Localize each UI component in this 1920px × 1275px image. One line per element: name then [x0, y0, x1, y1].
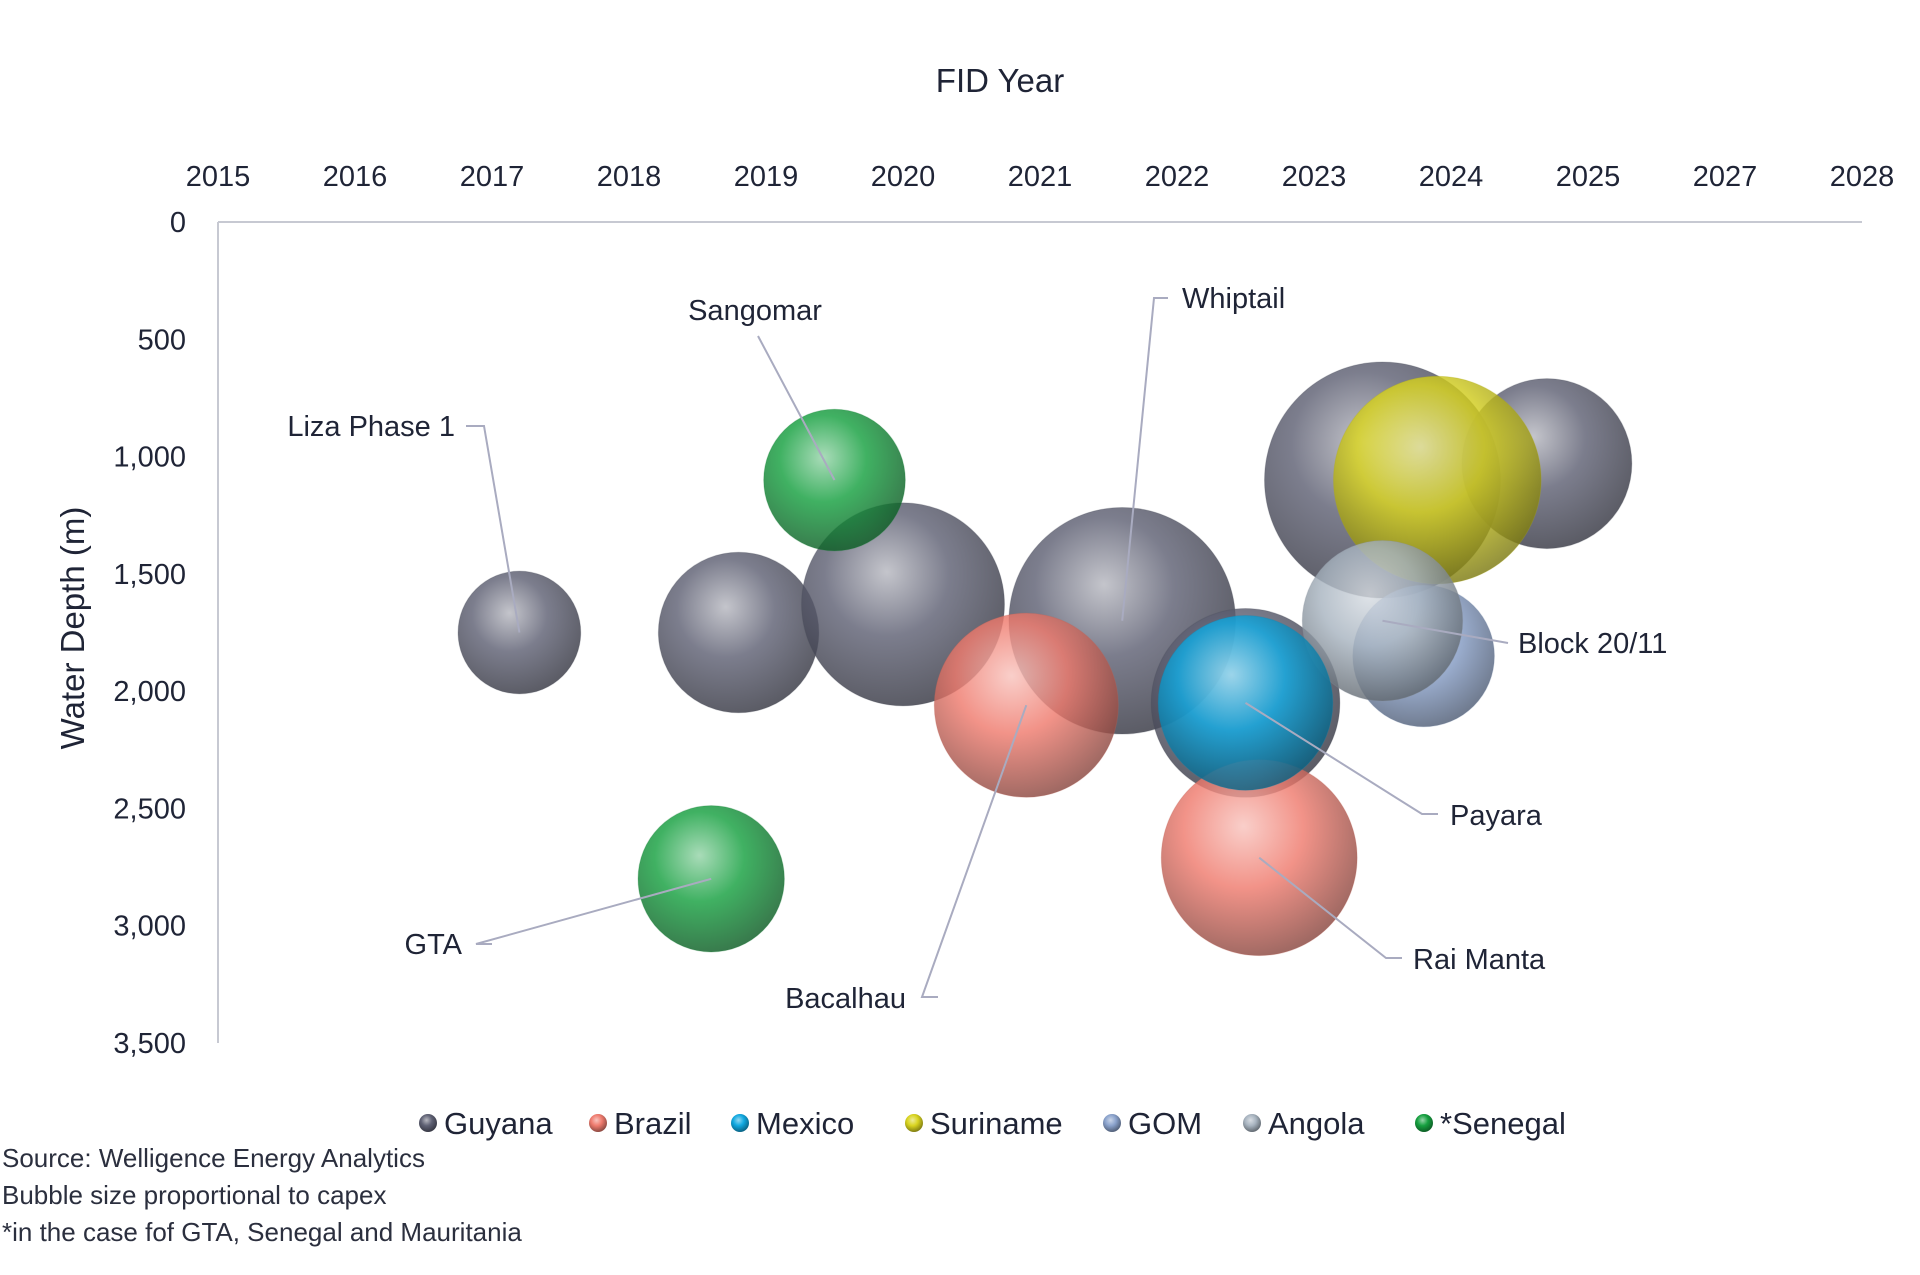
legend: Guyana Brazil Mexico Suriname GOM Angola *Sene…	[419, 1106, 1566, 1141]
bubble	[763, 408, 906, 552]
x-tick-label: 2020	[871, 161, 936, 193]
annotation-label: Payara	[1450, 800, 1543, 832]
bubble	[637, 805, 785, 953]
bubbles	[457, 361, 1633, 957]
y-tick-label: 3,500	[113, 1028, 186, 1060]
legend-label: GOM	[1128, 1106, 1202, 1141]
legend-label: Suriname	[930, 1106, 1063, 1141]
x-tick-label: 2019	[734, 161, 799, 193]
legend-marker	[731, 1114, 749, 1132]
annotation-label: Block 20/11	[1518, 628, 1667, 660]
y-tick-label: 0	[170, 207, 186, 239]
x-tick-label: 2025	[1556, 161, 1621, 193]
y-tick-label: 2,500	[113, 793, 186, 825]
annotation-leader	[920, 704, 1028, 998]
legend-marker	[589, 1114, 607, 1132]
x-tick-label: 2016	[323, 161, 388, 193]
legend-label: Brazil	[614, 1106, 692, 1141]
x-tick-label: 2023	[1282, 161, 1347, 193]
annotation-label: Rai Manta	[1413, 944, 1546, 976]
annotation-leader	[1121, 297, 1168, 621]
x-tick-label: 2017	[460, 161, 525, 193]
y-tick-label: 1,500	[113, 559, 186, 591]
legend-marker	[1243, 1114, 1261, 1132]
x-tick-labels: 2015 2016 2017 2018 2019 2020 2021 2022 2023 2024…	[186, 161, 1895, 193]
x-tick-label: 2024	[1419, 161, 1484, 193]
x-tick-label: 2015	[186, 161, 251, 193]
y-tick-label: 1,000	[113, 442, 186, 474]
x-tick-label: 2028	[1830, 161, 1895, 193]
senegal-footnote: *in the case fof GTA, Senegal and Maurit…	[2, 1217, 522, 1247]
legend-marker	[905, 1114, 923, 1132]
legend-label: Guyana	[444, 1106, 553, 1141]
annotation-leader	[757, 335, 836, 481]
bubble-size-note: Bubble size proportional to capex	[2, 1180, 387, 1210]
annotation-leader	[1382, 619, 1509, 644]
legend-label: Angola	[1268, 1106, 1365, 1141]
bubble	[657, 551, 820, 714]
source-note: Source: Welligence Energy Analytics	[2, 1143, 425, 1173]
legend-marker	[419, 1114, 437, 1132]
annotation-label: Whiptail	[1182, 283, 1285, 315]
legend-label: Mexico	[756, 1106, 854, 1141]
annotation-label: Bacalhau	[785, 983, 906, 1015]
y-tick-label: 500	[138, 324, 186, 356]
annotation-label: Sangomar	[688, 295, 822, 327]
legend-marker	[1415, 1114, 1433, 1132]
y-tick-label: 2,000	[113, 676, 186, 708]
annotation-leader	[466, 425, 521, 633]
y-tick-labels: 0 500 1,000 1,500 2,000 2,500 3,000 3,500	[113, 207, 186, 1060]
annotation-label: Liza Phase 1	[287, 411, 455, 443]
legend-marker	[1103, 1114, 1121, 1132]
legend-label: *Senegal	[1440, 1106, 1566, 1141]
annotation-label: GTA	[405, 929, 463, 961]
annotation-leader	[1244, 702, 1438, 815]
x-tick-label: 2018	[597, 161, 662, 193]
x-tick-label: 2027	[1693, 161, 1758, 193]
chart-notes: Source: Welligence Energy Analytics Bubb…	[2, 1140, 522, 1251]
annotations: Liza Phase 1 Sangomar Whiptail Block 20/11 P…	[287, 283, 1667, 1015]
y-axis-title: Water Depth (m)	[54, 507, 91, 750]
annotation-leader	[475, 877, 712, 945]
y-tick-label: 3,000	[113, 911, 186, 943]
x-tick-label: 2022	[1145, 161, 1210, 193]
x-axis-title: FID Year	[936, 62, 1064, 99]
annotation-leader	[1258, 856, 1402, 959]
x-tick-label: 2021	[1008, 161, 1073, 193]
